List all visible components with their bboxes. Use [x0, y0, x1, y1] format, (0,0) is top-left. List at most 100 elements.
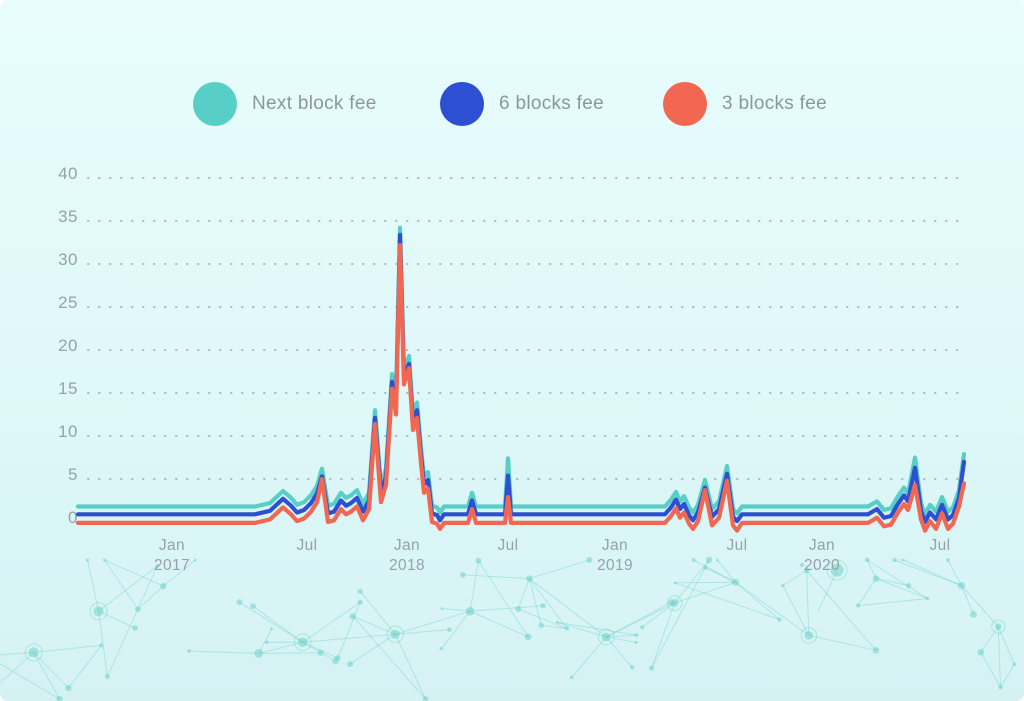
decoration-node-ring	[24, 643, 43, 662]
decoration-edge	[674, 581, 736, 604]
decoration-node	[634, 633, 639, 637]
decoration-node	[249, 603, 256, 610]
decoration-edge	[529, 578, 607, 638]
decoration-edge	[903, 559, 962, 587]
legend-item-label: 6 blocks fee	[499, 93, 604, 114]
decoration-edge	[651, 559, 710, 669]
decoration-edge	[782, 585, 810, 636]
decoration-node	[236, 599, 243, 606]
decoration-node	[465, 606, 475, 616]
decoration-edge	[302, 641, 338, 659]
decoration-edge	[997, 626, 1015, 665]
decoration-edge	[557, 621, 607, 638]
decoration-edge	[33, 644, 102, 653]
legend-item-label: Next block fee	[252, 93, 377, 114]
decoration-node	[540, 603, 546, 609]
decoration-edge	[258, 652, 321, 654]
legend-item-next-block-fee: Next block fee	[193, 82, 377, 126]
decoration-node	[65, 684, 72, 692]
series-line-3-blocks-fee	[75, 243, 967, 533]
x-tick-label: Jul	[296, 536, 317, 556]
decoration-node	[439, 647, 444, 651]
decoration-node	[998, 684, 1003, 690]
decoration-edge	[68, 645, 102, 689]
decoration-node-ring	[293, 633, 312, 651]
decoration-node	[670, 599, 679, 607]
decoration-node	[440, 607, 444, 610]
decoration-node	[601, 632, 611, 642]
decoration-node	[475, 557, 482, 564]
decoration-edge	[606, 636, 637, 643]
legend: Next block fee 6 blocks fee 3 blocks fee	[0, 82, 1024, 128]
x-tick-label: Jul	[497, 536, 518, 556]
decoration-edge	[478, 560, 529, 638]
decoration-edge	[137, 585, 164, 610]
decoration-node	[855, 603, 861, 608]
decoration-node	[135, 606, 141, 613]
decoration-edge	[337, 602, 361, 659]
decoration-node	[564, 626, 570, 631]
x-tick-label: Jul	[726, 536, 747, 556]
decoration-node	[715, 558, 719, 562]
decoration-edge	[352, 615, 426, 700]
decoration-edge	[302, 601, 361, 643]
decoration-node	[732, 578, 740, 586]
decoration-node	[264, 640, 269, 645]
legend-item-label: 3 blocks fee	[722, 93, 827, 114]
decoration-edge	[441, 608, 471, 612]
y-tick-label: 35	[58, 207, 78, 226]
x-tick-label: Jan 2017	[154, 536, 190, 576]
legend-item-6-blocks-fee: 6 blocks fee	[440, 82, 604, 126]
decoration-node-ring	[597, 628, 615, 646]
decoration-node	[905, 582, 912, 589]
decoration-node	[526, 575, 533, 582]
decoration-edge	[997, 626, 1002, 688]
decoration-node	[334, 655, 341, 661]
decoration-edge	[866, 559, 928, 600]
decoration-node	[872, 647, 880, 654]
decoration-edge	[735, 581, 780, 620]
legend-color-dot-icon	[193, 82, 237, 126]
legend-color-dot-icon	[663, 82, 707, 126]
decoration-edge	[462, 574, 530, 580]
decoration-node	[515, 606, 522, 613]
legend-item-3-blocks-fee: 3 blocks fee	[663, 82, 827, 126]
decoration-node	[702, 565, 708, 570]
decoration-node	[357, 588, 363, 595]
decoration-node	[648, 665, 655, 671]
x-tick-month: Jan	[158, 537, 186, 554]
decoration-edge	[716, 559, 737, 583]
x-tick-month: Jan	[808, 537, 836, 554]
decoration-edge	[806, 570, 810, 636]
x-tick-year: 2017	[153, 557, 191, 574]
decoration-node	[447, 627, 452, 632]
decoration-node	[639, 625, 645, 630]
decoration-node-ring	[89, 602, 108, 621]
decoration-edge	[517, 608, 568, 629]
decoration-edge	[469, 610, 529, 638]
decoration-edge	[557, 621, 637, 636]
decoration-node	[56, 695, 63, 701]
decoration-edge	[674, 559, 710, 604]
decoration-node	[390, 629, 400, 639]
y-tick-label: 30	[58, 250, 78, 269]
decoration-edge	[528, 578, 542, 626]
decoration-edge	[541, 624, 568, 629]
decoration-node	[781, 583, 785, 588]
decoration-node	[193, 558, 197, 562]
decoration-node	[970, 611, 977, 618]
y-tick-label: 5	[68, 465, 78, 484]
decoration-node	[132, 625, 138, 631]
decoration-node	[864, 557, 870, 563]
decoration-node-ring	[666, 595, 683, 611]
decoration-edge	[529, 559, 590, 580]
decoration-node-ring	[386, 625, 404, 643]
decoration-node-ring	[991, 619, 1006, 634]
decoration-edge	[86, 559, 100, 612]
decoration-node	[1012, 662, 1017, 667]
decoration-node	[673, 581, 677, 585]
decoration-edge	[605, 601, 672, 638]
decoration-edge	[395, 629, 450, 635]
decoration-node	[777, 617, 782, 622]
